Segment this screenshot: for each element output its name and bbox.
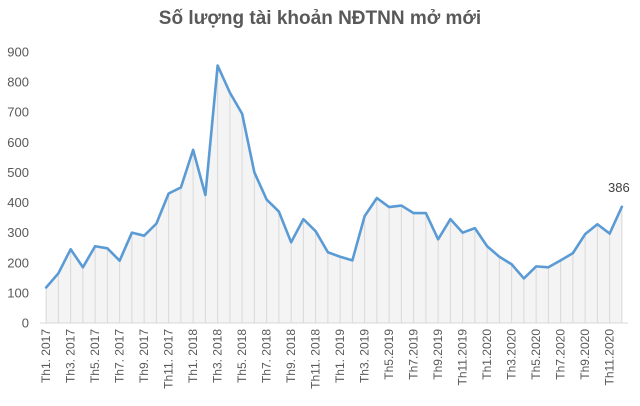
x-tick-label: Th1. 2018	[186, 329, 200, 383]
y-tick-label: 200	[7, 255, 29, 270]
y-tick-label: 300	[7, 225, 29, 240]
x-tick-label: Th5. 2018	[235, 329, 249, 383]
x-tick-label: Th9.2020	[578, 329, 592, 380]
x-tick-label: Th7.2019	[407, 329, 421, 380]
x-tick-label: Th1. 2019	[333, 329, 347, 383]
x-tick-label: Th3. 2017	[64, 329, 78, 383]
y-tick-label: 100	[7, 285, 29, 300]
x-tick-label: Th11.2020	[603, 329, 617, 386]
x-axis: Th1. 2017 Th3. 2017 Th5. 2017 Th7. 2017 Th9.…	[39, 329, 617, 389]
y-tick-label: 0	[22, 316, 29, 331]
y-tick-label: 700	[7, 105, 29, 120]
x-tick-label: Th1. 2017	[39, 329, 53, 383]
x-tick-label: Th9. 2017	[137, 329, 151, 383]
x-tick-label: Th9. 2018	[284, 329, 298, 383]
x-tick-label: Th11. 2018	[309, 329, 323, 389]
y-tick-label: 500	[7, 165, 29, 180]
area-fill	[45, 65, 623, 324]
x-tick-label: Th11.2019	[456, 329, 470, 386]
x-tick-label: Th11. 2017	[162, 329, 176, 389]
y-tick-label: 600	[7, 135, 29, 150]
x-tick-label: Th1.2020	[480, 329, 494, 380]
x-tick-label: Th3. 2018	[211, 329, 225, 383]
chart-title: Số lượng tài khoản NĐTNN mở mới	[158, 8, 482, 29]
x-tick-label: Th9.2019	[431, 329, 445, 380]
x-tick-label: Th7. 2017	[113, 329, 127, 383]
data-labels: 386	[608, 180, 630, 195]
y-tick-label: 800	[7, 75, 29, 90]
x-tick-label: Th5. 2017	[88, 329, 102, 383]
x-tick-label: Th7.2020	[554, 329, 568, 380]
data-label: 386	[608, 180, 630, 195]
series-line	[44, 64, 624, 289]
x-tick-label: Th5.2020	[529, 329, 543, 380]
x-tick-label: Th3. 2019	[358, 329, 372, 383]
x-tick-label: Th5.2019	[382, 329, 396, 380]
y-axis: 0 100 200 300 400 500 600 700 800 900	[7, 45, 29, 331]
series-polyline	[44, 64, 624, 289]
x-tick-label: Th7. 2018	[260, 329, 274, 383]
y-tick-label: 900	[7, 45, 29, 60]
y-tick-label: 400	[7, 195, 29, 210]
x-tick-label: Th3.2020	[505, 329, 519, 380]
area-shape	[46, 65, 622, 324]
